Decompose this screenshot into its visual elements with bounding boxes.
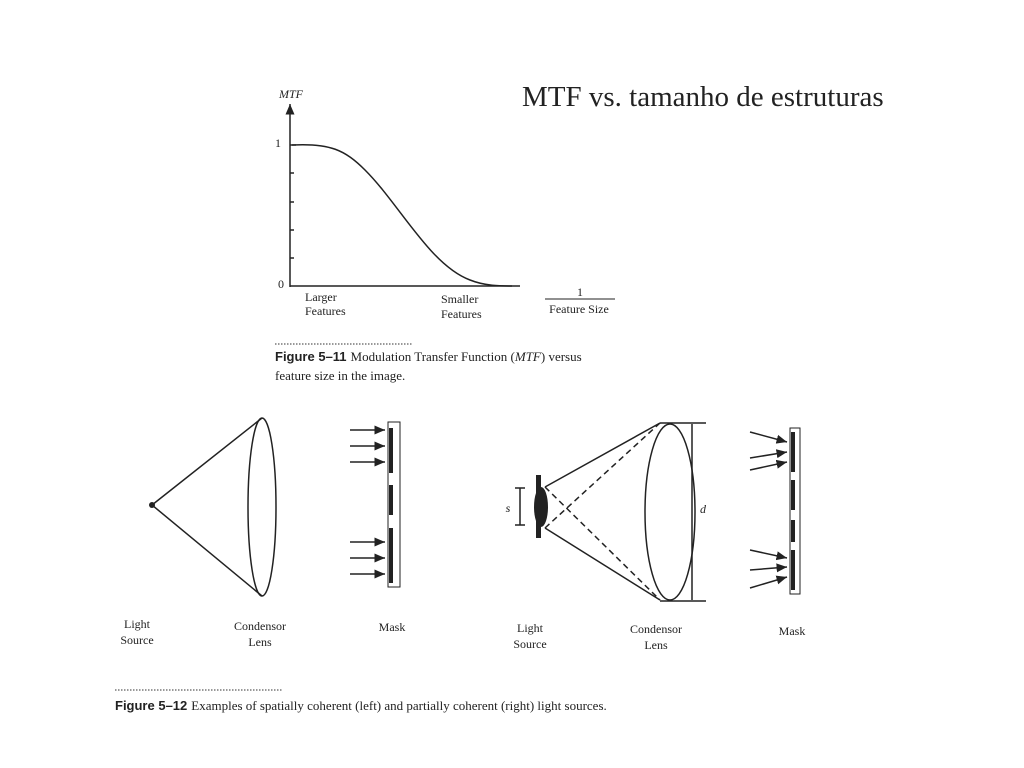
caption-label: Figure 5–11 xyxy=(275,349,347,364)
x-axis-label: Feature Size xyxy=(549,302,609,316)
dimension-label: d xyxy=(700,502,707,516)
light-rays xyxy=(151,417,263,597)
d-dimension xyxy=(660,422,706,602)
label: Source xyxy=(120,633,153,647)
extended-source xyxy=(534,487,548,527)
figure-caption: Figure 5–12 Examples of spatially cohere… xyxy=(115,697,607,714)
mtf-figure: MTF 1 0 Larger Features Smaller Features… xyxy=(275,87,615,383)
partial-coherent-diagram: s d Light Source Condensor Lens Mask xyxy=(506,422,806,652)
label: Mask xyxy=(379,620,406,634)
caption-label: Figure 5–12 xyxy=(115,698,187,713)
axis-note: Smaller xyxy=(441,292,478,306)
label: Source xyxy=(513,637,546,651)
label: Lens xyxy=(248,635,272,649)
mask-pattern xyxy=(791,432,795,590)
caption-text: ) versus xyxy=(541,349,582,364)
mask xyxy=(789,427,801,595)
caption-text: MTF xyxy=(514,349,542,364)
y-axis-label: MTF xyxy=(278,87,304,101)
figure-caption: Figure 5–11 Modulation Transfer Function… xyxy=(275,348,582,365)
y-tick-label: 0 xyxy=(278,277,284,291)
caption-text: feature size in the image. xyxy=(275,368,405,383)
label: Condensor xyxy=(630,622,682,636)
arrows xyxy=(350,425,385,579)
mask-pattern xyxy=(389,428,393,583)
light-rays xyxy=(544,422,661,601)
mtf-curve xyxy=(291,143,513,287)
coherent-diagram: Light Source Condensor Lens Mask xyxy=(120,417,406,649)
dashed-rays xyxy=(544,422,661,601)
caption-text: Modulation Transfer Function ( xyxy=(351,349,515,364)
slide-title: MTF vs. tamanho de estruturas xyxy=(522,81,884,113)
lens xyxy=(644,423,696,601)
label: Light xyxy=(517,621,544,635)
caption-text: Examples of spatially coherent (left) an… xyxy=(191,698,607,713)
axis-note: Features xyxy=(441,307,482,321)
axis-note: Larger xyxy=(305,290,337,304)
label: Mask xyxy=(779,624,806,638)
dimension-label: s xyxy=(506,501,511,515)
label: Light xyxy=(124,617,151,631)
s-dimension xyxy=(515,487,525,526)
x-axis-label: 1 xyxy=(577,285,583,299)
axis-note: Features xyxy=(305,304,346,318)
label: Condensor xyxy=(234,619,286,633)
lens xyxy=(247,417,277,597)
label: Lens xyxy=(644,638,668,652)
arrows xyxy=(749,431,788,589)
y-tick-label: 1 xyxy=(275,136,281,150)
